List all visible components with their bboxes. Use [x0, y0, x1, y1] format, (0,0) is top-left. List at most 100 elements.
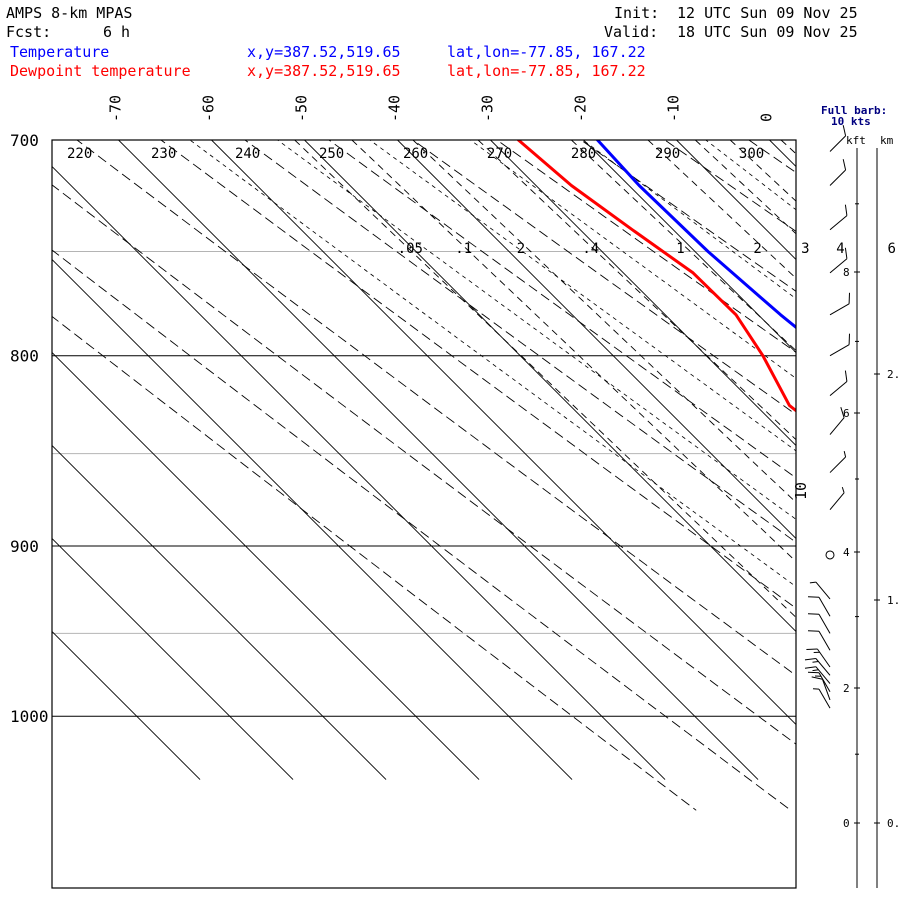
wind-barb-staff — [829, 169, 846, 186]
mixing-ratio-label: 3 — [801, 241, 809, 257]
kft-tick-label: 0 — [843, 817, 850, 830]
kft-tick-label: 6 — [843, 407, 850, 420]
wind-barb-full-feather — [807, 596, 820, 598]
mixing-ratio-line — [647, 140, 796, 279]
wind-barb-staff — [829, 303, 850, 316]
wind-barb-full-feather — [804, 658, 816, 661]
wind-barb — [829, 204, 848, 231]
mixing-ratio-line — [694, 140, 796, 235]
theta-label: 220 — [67, 146, 92, 162]
wind-barb-staff — [829, 215, 848, 231]
pressure-label: 800 — [10, 347, 39, 366]
isotherm-label: 0 — [758, 113, 776, 122]
kft-tick-label: 2 — [843, 682, 850, 695]
theta-label: 250 — [319, 146, 344, 162]
legend-dewpoint-name: Dewpoint temperature — [10, 62, 191, 80]
moist-adiabat — [469, 140, 796, 379]
mixing-ratio-line — [780, 140, 796, 155]
mixing-ratio-label: .05 — [398, 241, 423, 257]
moist-adiabat — [582, 140, 796, 300]
wind-barb — [829, 450, 847, 473]
km-tick-label: 0. — [887, 817, 900, 830]
dry-adiabat — [328, 140, 796, 479]
wind-barb — [807, 613, 831, 634]
wind-barb-staff — [829, 492, 845, 511]
isotherm-line — [211, 140, 796, 726]
wind-barb-full-feather — [806, 648, 818, 650]
theta-label: 300 — [739, 146, 764, 162]
dry-adiabat — [412, 140, 796, 416]
isotherm-label: -60 — [200, 95, 218, 122]
wind-barb-staff — [818, 596, 831, 617]
wind-barb — [809, 581, 831, 600]
mixing-ratio-label: 2 — [753, 241, 761, 257]
mixing-ratio-line — [294, 140, 796, 618]
isotherm-line — [118, 140, 759, 780]
wind-barb-staff — [829, 456, 846, 473]
legend-dewpoint-xy: x,y=387.52,519.65 — [247, 62, 401, 80]
wind-barb — [811, 676, 831, 701]
mixing-ratio-line — [477, 140, 796, 441]
kft-tick-label: 4 — [843, 546, 850, 559]
theta-label: 230 — [151, 146, 176, 162]
valid-label: Valid: — [604, 23, 659, 41]
plot-frame — [51, 139, 797, 889]
mixing-ratio-label: 1 — [676, 241, 684, 257]
isotherm-line — [52, 444, 387, 780]
isotherm-label: -20 — [572, 95, 590, 122]
wind-barb-staff — [829, 417, 845, 435]
legend-temperature-latlon: lat,lon=-77.85, 167.22 — [447, 43, 646, 61]
pressure-label: 900 — [10, 537, 39, 556]
wind-barb-full-feather — [807, 630, 820, 632]
wind-barb-staff — [816, 648, 831, 668]
wind-barb — [829, 486, 845, 511]
mixing-ratio-label: .1 — [455, 241, 472, 257]
km-tick-label: 1. — [887, 594, 900, 607]
legend-temperature-name: Temperature — [10, 43, 110, 61]
isotherm-label: -10 — [665, 95, 683, 122]
wind-barb — [829, 370, 848, 396]
isotherm-line — [52, 165, 666, 780]
wind-barb-full-feather — [804, 666, 816, 669]
wind-barb-full-feather — [842, 159, 847, 171]
isotherm-line — [676, 140, 796, 261]
theta-label: 290 — [655, 146, 680, 162]
wind-barb — [807, 596, 831, 617]
dry-adiabat — [52, 249, 792, 811]
legend-dewpoint-latlon: lat,lon=-77.85, 167.22 — [447, 62, 646, 80]
isotherm-line — [52, 630, 201, 780]
moist-adiabat-label: 10 — [792, 482, 810, 500]
isotherm-line — [769, 140, 796, 168]
mixing-ratio-label: 6 — [888, 241, 896, 257]
wind-barb-full-feather — [811, 676, 823, 680]
valid-time: 18 UTC Sun 09 Nov 25 — [677, 23, 858, 41]
barb-key-line2: 10 kts — [831, 115, 871, 128]
isotherm-line — [52, 537, 294, 780]
wind-barb — [807, 671, 831, 693]
pressure-label: 1000 — [10, 707, 49, 726]
wind-barb-full-feather — [807, 613, 820, 615]
wind-barb-staff — [822, 679, 831, 701]
wind-barb-staff — [829, 135, 846, 152]
dry-adiabat — [76, 140, 796, 677]
forecast-hour: 6 h — [103, 23, 131, 41]
model-title: AMPS 8-km MPAS — [6, 4, 133, 22]
wind-barb — [829, 247, 848, 274]
isotherm-line — [583, 140, 796, 354]
wind-barb-full-feather — [844, 370, 848, 382]
pressure-label: 700 — [10, 131, 39, 150]
init-label: Init: — [614, 4, 660, 22]
kft-tick-label: 8 — [843, 266, 850, 279]
mixing-ratio-line — [729, 140, 796, 202]
mixing-ratio-label: .4 — [582, 241, 599, 257]
isotherm-line — [52, 351, 480, 780]
theta-label: 240 — [235, 146, 260, 162]
kft-axis-label: kft — [846, 134, 866, 147]
wind-barb-full-feather — [844, 204, 848, 216]
isotherm-label: -70 — [107, 95, 125, 122]
km-tick-label: 2. — [887, 368, 900, 381]
isotherm-line — [304, 140, 796, 633]
wind-barb-half-feather — [812, 661, 819, 663]
wind-barb — [812, 688, 831, 709]
